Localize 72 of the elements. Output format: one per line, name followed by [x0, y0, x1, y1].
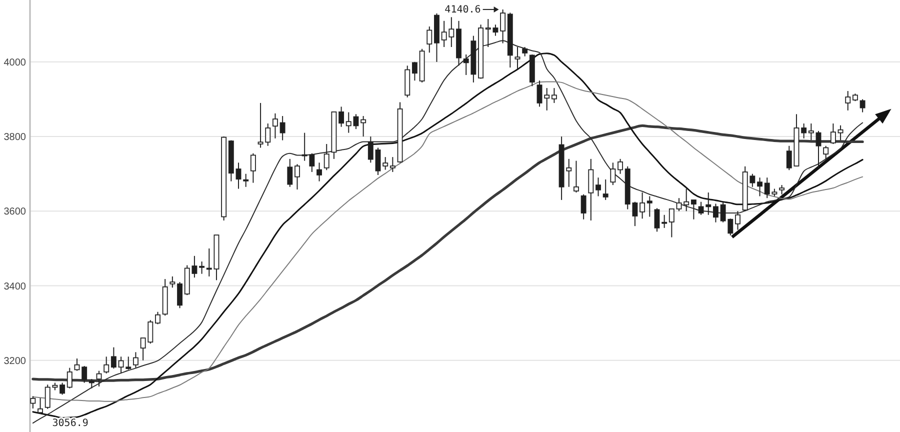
candlestick	[551, 88, 557, 104]
candlestick	[243, 173, 249, 188]
candlestick	[574, 160, 579, 193]
candlestick	[684, 188, 690, 212]
candlestick	[801, 122, 807, 139]
candlestick	[610, 162, 616, 186]
y-tick-label: 3400	[4, 281, 26, 292]
candlestick	[177, 282, 182, 309]
candlestick	[640, 192, 646, 220]
candlestick	[272, 112, 278, 139]
candlestick	[808, 122, 814, 141]
candlestick	[668, 208, 674, 238]
candlestick	[199, 261, 205, 274]
candlestick	[596, 177, 601, 197]
candlestick	[786, 145, 792, 171]
candlestick	[360, 116, 366, 138]
y-tick-label: 3200	[4, 356, 26, 367]
candlestick	[580, 194, 586, 220]
candlestick	[618, 158, 624, 174]
candlestick	[757, 177, 762, 197]
candlestick	[96, 370, 102, 387]
candlestick	[544, 88, 550, 111]
candlestick	[514, 46, 520, 70]
candlestick	[823, 145, 829, 160]
candlestick	[536, 80, 542, 108]
candlestick	[104, 356, 110, 374]
candlestick	[287, 158, 293, 188]
candlestick	[66, 367, 72, 389]
candlestick	[735, 210, 740, 230]
candlestick	[588, 158, 594, 221]
candlestick	[316, 162, 322, 182]
candlestick	[110, 346, 116, 370]
candlestick	[74, 358, 80, 372]
annotation: 4140.6	[444, 4, 481, 16]
candlestick	[646, 196, 652, 218]
candlestick	[60, 382, 66, 396]
candlestick	[662, 214, 668, 228]
y-tick-label: 3800	[4, 132, 26, 144]
candlestick	[654, 208, 660, 232]
candlestick	[236, 162, 242, 190]
candlestick	[676, 198, 682, 212]
candlestick	[155, 311, 160, 325]
candlestick	[426, 26, 432, 54]
candlestick	[602, 178, 608, 200]
candlestick	[324, 144, 330, 171]
candlestick	[522, 46, 528, 57]
candlestick	[779, 184, 785, 195]
candlestick	[30, 396, 36, 409]
candlestick	[712, 203, 718, 223]
candlestick	[390, 156, 396, 172]
candlestick	[250, 152, 256, 184]
candlestick	[338, 106, 344, 128]
candlestick	[294, 164, 300, 190]
candlestick	[382, 156, 388, 170]
candlestick	[830, 122, 836, 144]
candlestick	[412, 61, 418, 82]
candlestick	[838, 124, 844, 141]
annotation: 3056.9	[52, 418, 88, 429]
candlestick	[82, 365, 88, 384]
candlestick	[816, 130, 822, 169]
candlestick	[375, 147, 381, 176]
y-tick-label: 3600	[4, 206, 26, 218]
candlestick	[132, 352, 138, 368]
candlestick	[170, 276, 176, 288]
candlestick	[88, 378, 94, 389]
candlestick	[38, 398, 44, 414]
candlestick	[860, 98, 866, 113]
candlestick	[845, 90, 851, 111]
candlestick	[690, 199, 696, 220]
candlestick	[280, 116, 286, 141]
candlestick	[368, 136, 374, 164]
y-tick-label: 4000	[4, 57, 26, 68]
